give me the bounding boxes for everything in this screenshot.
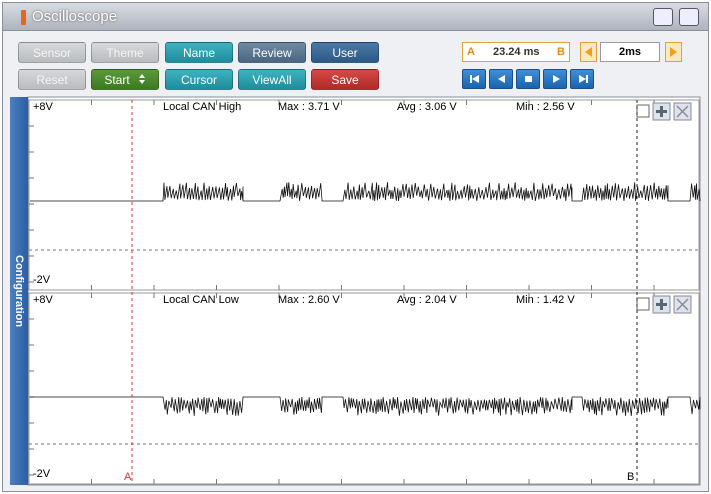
playback-button[interactable] [570, 69, 594, 89]
avg-value: Avg : 2.04 V [397, 294, 457, 306]
button-label: Review [252, 46, 292, 60]
channel-name: Local CAN Low [163, 294, 239, 306]
button-label: Save [331, 73, 359, 87]
playback-button[interactable] [489, 69, 513, 89]
toolbar-button[interactable]: Name [165, 42, 233, 63]
window-title: Oscilloscope [32, 8, 118, 25]
scale-bottom: -2V [33, 468, 51, 480]
button-label: Cursor [180, 73, 217, 87]
cursor-a-label: A [467, 46, 475, 58]
cursor-delta: 23.24 ms [493, 46, 540, 58]
scale-top: +8V [33, 101, 54, 113]
button-label: Name [182, 46, 215, 60]
min-value: Min : 2.56 V [516, 101, 575, 113]
toolbar-button[interactable]: ViewAll [238, 69, 306, 90]
timebase-decrease[interactable] [580, 42, 597, 62]
playback-button[interactable] [462, 69, 486, 89]
min-value: Min : 1.42 V [516, 294, 575, 306]
select-box [636, 297, 650, 311]
sidebar[interactable] [10, 97, 28, 485]
window-button[interactable] [653, 8, 673, 26]
button-label: Sensor [32, 46, 72, 60]
timebase-value: 2ms [600, 42, 660, 62]
max-value: Max : 3.71 V [278, 101, 340, 113]
toolbar-button[interactable]: Start [91, 69, 159, 90]
button-label: Theme [106, 46, 144, 60]
timebase-increase[interactable] [665, 42, 682, 62]
close-icon [676, 298, 689, 311]
max-value: Max : 2.60 V [278, 294, 340, 306]
scale-top: +8V [33, 294, 54, 306]
button-label: Start [104, 73, 130, 87]
button-label: Reset [36, 73, 68, 87]
channel-name: Local CAN High [163, 101, 241, 113]
close-icon [676, 105, 689, 118]
playback-button[interactable] [543, 69, 567, 89]
toolbar-button[interactable]: Reset [18, 69, 86, 90]
channel-panel [28, 292, 700, 485]
app-icon [21, 10, 26, 25]
cursor-readout: A 23.24 ms B [462, 42, 570, 62]
window-button[interactable] [679, 8, 699, 26]
toolbar-button[interactable]: Cursor [165, 69, 233, 90]
waveform [30, 396, 701, 416]
avg-value: Avg : 3.06 V [397, 101, 457, 113]
toolbar-button[interactable]: User Setting [311, 42, 379, 81]
toolbar-button[interactable]: Sensor [18, 42, 86, 63]
scale-bottom: -2V [33, 274, 51, 286]
button-label: ViewAll [252, 73, 292, 87]
waveform [30, 182, 701, 202]
cursor-a-marker: A [124, 471, 132, 483]
cursor-b-marker: B [627, 471, 634, 483]
zoom-icon [656, 299, 667, 310]
zoom-icon [656, 106, 667, 117]
title-bar [3, 3, 708, 31]
spinner-icon [138, 74, 145, 84]
playback-button[interactable] [516, 69, 540, 89]
toolbar-button[interactable]: Review [238, 42, 306, 63]
cursor-b-label: B [557, 46, 565, 58]
toolbar-button[interactable]: Theme [91, 42, 159, 63]
toolbar-button[interactable]: Save [311, 69, 379, 90]
sidebar-label: Configuration [13, 254, 25, 328]
select-box [636, 104, 650, 118]
channel-panel [28, 99, 700, 291]
